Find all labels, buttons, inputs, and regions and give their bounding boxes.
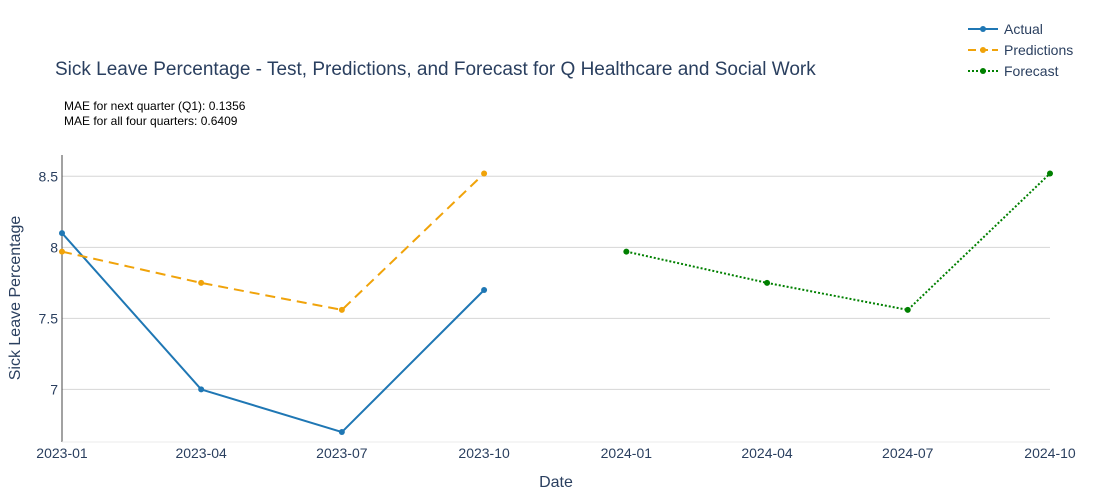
- data-point-predictions: [338, 306, 345, 313]
- x-tick-label: 2024-01: [601, 445, 653, 461]
- series-layer: [59, 170, 1053, 436]
- x-tick-label: 2023-04: [175, 445, 227, 461]
- data-point-forecast: [764, 279, 771, 286]
- series-line-actual: [61, 232, 485, 434]
- y-tick-label: 7.5: [39, 310, 59, 326]
- mae-four-quarters-annotation: MAE for all four quarters: 0.6409: [64, 114, 238, 128]
- y-axis-title: Sick Leave Percentage: [7, 216, 24, 381]
- data-point-forecast: [1047, 170, 1053, 177]
- y-tick-label: 8: [50, 239, 58, 255]
- x-tick-label: 2024-04: [741, 445, 793, 461]
- legend-label-forecast: Forecast: [1004, 62, 1059, 79]
- x-tick-label: 2024-10: [1024, 445, 1076, 461]
- data-point-actual: [198, 386, 205, 393]
- tick-labels: 7 7.5 8 8.5 2023-01 2023-04 2023-07 2023-10 2024…: [36, 168, 1076, 461]
- x-tick-label: 2023-01: [36, 445, 88, 461]
- data-point-actual: [338, 429, 345, 436]
- legend-swatch-forecast: [968, 67, 998, 74]
- series-line-forecast: [626, 172, 1051, 311]
- x-tick-label: 2024-07: [882, 445, 934, 461]
- legend-label-predictions: Predictions: [1004, 41, 1074, 58]
- legend-label-actual: Actual: [1004, 20, 1043, 37]
- data-point-predictions: [198, 279, 205, 286]
- x-tick-label: 2023-07: [316, 445, 368, 461]
- data-point-predictions: [59, 248, 65, 255]
- x-tick-label: 2023-10: [458, 445, 510, 461]
- legend-swatch-predictions: [968, 46, 998, 53]
- legend-swatch-actual: [968, 25, 998, 32]
- legend[interactable]: Actual Predictions Forecast: [966, 18, 1073, 81]
- axes: [61, 155, 1050, 443]
- legend-item-predictions[interactable]: Predictions: [966, 39, 1073, 60]
- series-line-predictions: [61, 172, 485, 311]
- y-tick-label: 8.5: [39, 168, 59, 184]
- legend-item-actual[interactable]: Actual: [966, 18, 1073, 39]
- y-tick-label: 7: [50, 381, 58, 397]
- data-point-actual: [59, 230, 65, 237]
- data-point-forecast: [904, 306, 911, 313]
- mae-next-quarter-annotation: MAE for next quarter (Q1): 0.1356: [64, 99, 246, 113]
- grid-lines: [62, 175, 1050, 390]
- legend-item-forecast[interactable]: Forecast: [966, 60, 1073, 81]
- x-axis-title: Date: [539, 474, 573, 491]
- chart-title: Sick Leave Percentage - Test, Prediction…: [55, 59, 816, 80]
- data-point-forecast: [623, 248, 630, 255]
- data-point-predictions: [481, 170, 488, 177]
- data-point-actual: [481, 286, 488, 293]
